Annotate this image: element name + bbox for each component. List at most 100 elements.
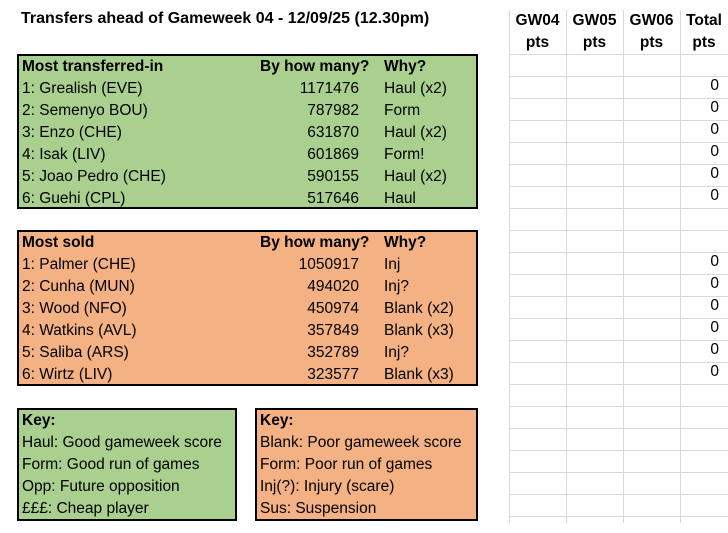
reason: Haul (x2) (384, 168, 447, 185)
header-name: Most transferred-in (22, 58, 164, 75)
transfer-count: 787982 (307, 102, 359, 119)
key-title: Key: (260, 412, 294, 429)
total-points-cell: 0 (710, 363, 719, 380)
transfer-count: 517646 (307, 190, 359, 207)
total-points-cell: 0 (710, 341, 719, 358)
grid-row-line (509, 450, 728, 451)
grid-row-line (509, 164, 728, 165)
key-item: Opp: Future opposition (22, 478, 180, 495)
key-item: Haul: Good gameweek score (22, 434, 222, 451)
grid-row-line (509, 516, 728, 517)
grid-row-line (509, 76, 728, 77)
reason: Blank (x3) (384, 322, 454, 339)
reason: Inj (384, 256, 401, 273)
grid-row-line (509, 142, 728, 143)
table-row: 4: Isak (LIV) 601869 Form! (19, 144, 476, 166)
gw05-header: GW05 pts (572, 12, 617, 51)
reason: Form (384, 102, 421, 119)
key-item: Sus: Suspension (260, 500, 377, 517)
player-name: 5: Saliba (ARS) (22, 344, 129, 361)
total-points-cell: 0 (710, 165, 719, 182)
total-points-cell: 0 (710, 121, 719, 138)
grid-row-line (509, 494, 728, 495)
table-row: 2: Semenyo BOU) 787982 Form (19, 100, 476, 122)
key-item: £££: Cheap player (22, 500, 149, 517)
header-why: Why? (384, 58, 427, 75)
grid-row-line (509, 296, 728, 297)
transfer-count: 601869 (307, 146, 359, 163)
player-name: 2: Semenyo BOU) (22, 102, 148, 119)
reason: Form! (384, 146, 425, 163)
grid-row-line (509, 208, 728, 209)
table-row: 6: Guehi (CPL) 517646 Haul (19, 188, 476, 210)
header-name: Most sold (22, 234, 95, 251)
transfer-count: 494020 (307, 278, 359, 295)
total-header: Total pts (686, 12, 722, 51)
page-title: Transfers ahead of Gameweek 04 - 12/09/2… (21, 10, 430, 27)
table-row: 5: Saliba (ARS) 352789 Inj? (19, 342, 476, 364)
player-name: 4: Isak (LIV) (22, 146, 106, 163)
transfer-count: 631870 (307, 124, 359, 141)
total-points-cell: 0 (710, 275, 719, 292)
total-points-cell: 0 (710, 253, 719, 270)
player-name: 1: Palmer (CHE) (22, 256, 136, 273)
reason: Haul (384, 190, 416, 207)
points-grid: GW04 pts GW05 pts GW06 pts Total pts 0 0 0 0 0 0 0… (509, 10, 728, 523)
header-why: Why? (384, 234, 427, 251)
transfer-count: 323577 (307, 366, 359, 383)
key-item: Form: Poor run of games (260, 456, 433, 473)
player-name: 6: Wirtz (LIV) (22, 366, 113, 383)
grid-row-line (509, 428, 728, 429)
gw04-header: GW04 pts (515, 12, 560, 51)
player-name: 5: Joao Pedro (CHE) (22, 168, 166, 185)
reason: Haul (x2) (384, 124, 447, 141)
grid-row-line (509, 120, 728, 121)
table-row: 5: Joao Pedro (CHE) 590155 Haul (x2) (19, 166, 476, 188)
total-points-cell: 0 (710, 319, 719, 336)
table-row: 2: Cunha (MUN) 494020 Inj? (19, 276, 476, 298)
total-points-cell: 0 (710, 297, 719, 314)
grid-row-line (509, 384, 728, 385)
table-row: 1: Palmer (CHE) 1050917 Inj (19, 254, 476, 276)
key-title: Key: (22, 412, 56, 429)
grid-column-line (509, 10, 510, 523)
grid-column-line (623, 10, 624, 523)
key-item: Blank: Poor gameweek score (260, 434, 462, 451)
total-points-cell: 0 (710, 77, 719, 94)
player-name: 1: Grealish (EVE) (22, 80, 143, 97)
table-header: Most transferred-in By how many? Why? (19, 56, 476, 78)
player-name: 4: Watkins (AVL) (22, 322, 137, 339)
key-orange-box: Key: Blank: Poor gameweek score Form: Po… (255, 408, 478, 521)
table-row: 4: Watkins (AVL) 357849 Blank (x3) (19, 320, 476, 342)
header-count: By how many? (260, 234, 370, 251)
grid-row-line (509, 274, 728, 275)
player-name: 3: Wood (NFO) (22, 300, 127, 317)
gw06-header: GW06 pts (629, 12, 674, 51)
player-name: 3: Enzo (CHE) (22, 124, 122, 141)
table-row: 3: Wood (NFO) 450974 Blank (x2) (19, 298, 476, 320)
grid-column-line (680, 10, 681, 523)
grid-row-line (509, 472, 728, 473)
transfer-count: 357849 (307, 322, 359, 339)
transfer-count: 1171476 (299, 80, 359, 97)
key-item: Inj(?): Injury (scare) (260, 478, 395, 495)
grid-row-line (509, 252, 728, 253)
table-header: Most sold By how many? Why? (19, 232, 476, 254)
reason: Inj? (384, 278, 409, 295)
player-name: 2: Cunha (MUN) (22, 278, 135, 295)
grid-row-line (509, 186, 728, 187)
grid-row-line (509, 340, 728, 341)
reason: Inj? (384, 344, 409, 361)
most-transferred-in-table: Most transferred-in By how many? Why? 1:… (17, 54, 478, 209)
total-points-cell: 0 (710, 99, 719, 116)
reason: Haul (x2) (384, 80, 447, 97)
grid-row-line (509, 54, 728, 55)
reason: Blank (x2) (384, 300, 454, 317)
player-name: 6: Guehi (CPL) (22, 190, 126, 207)
grid-row-line (509, 98, 728, 99)
most-sold-table: Most sold By how many? Why? 1: Palmer (C… (17, 230, 478, 386)
reason: Blank (x3) (384, 366, 454, 383)
grid-column-line (566, 10, 567, 523)
transfer-count: 450974 (307, 300, 359, 317)
key-green-box: Key: Haul: Good gameweek score Form: Goo… (17, 408, 237, 521)
